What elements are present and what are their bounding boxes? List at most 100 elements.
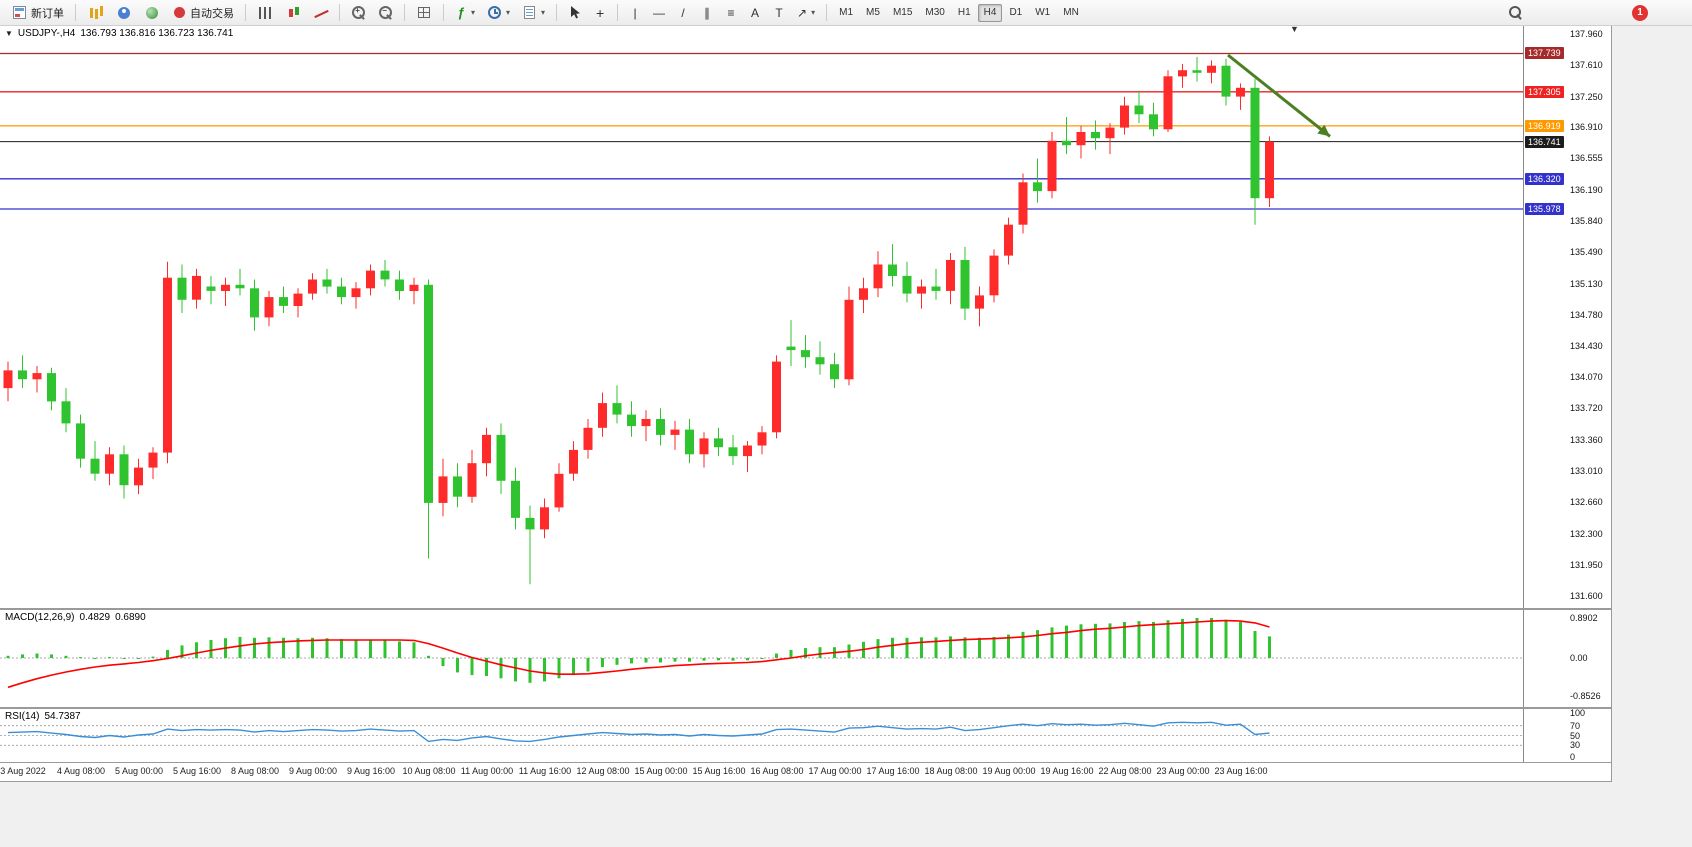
separator [556,4,558,21]
separator [75,4,76,21]
one-click-trading-toggle[interactable]: ▼ [5,29,13,38]
price-axis-label: 137.960 [1570,29,1603,39]
channel-tool-button[interactable]: ∥ [696,3,718,23]
toolbar-right: 1 [1503,3,1686,23]
profiles-button[interactable] [111,3,137,23]
rsi-axis-label: 30 [1570,740,1581,750]
trendline-tool-button[interactable]: / [672,3,694,23]
tf-button-m1[interactable]: M1 [839,7,854,18]
rsi-axis[interactable]: 100 70 50 30 0 [1523,708,1611,762]
vertical-line-icon: | [633,5,637,20]
text-tool-button[interactable]: A [744,3,766,23]
rsi-panel: RSI(14) 54.7387 100 70 50 30 0 [0,708,1611,762]
panel-splitter[interactable] [0,608,1611,610]
chevron-down-icon: ▾ [471,8,476,17]
vertical-line-tool-button[interactable]: | [624,3,646,23]
tf-button-m30[interactable]: M30 [925,7,945,18]
time-axis-label: 3 Aug 2022 [0,766,46,776]
crosshair-tool-button[interactable]: + [589,3,611,23]
macd-panel: MACD(12,26,9) 0.4829 0.6890 0.8902 0.00 -0… [0,610,1611,707]
trend-arrow[interactable] [1227,53,1331,138]
price-tag: 137.305 [1525,86,1564,98]
label-tool-button[interactable]: T [768,3,790,23]
rsi-title: RSI(14) 54.7387 [5,711,81,722]
support-resistance-lines[interactable] [0,52,1524,210]
price-axis-label: 133.720 [1570,403,1603,413]
time-axis-label: 23 Aug 00:00 [1156,766,1210,776]
macd-axis-label: 0.8902 [1570,613,1598,623]
tf-button-m15[interactable]: M15 [892,7,913,18]
rsi-label: RSI(14) [5,711,40,722]
time-axis[interactable]: 3 Aug 2022 4 Aug 08:00 5 Aug 00:00 5 Aug 16… [0,762,1611,781]
zoom-out-button[interactable]: − [373,3,398,23]
chart-header: ▼ USDJPY-,H4 136.793 136.816 136.723 136… [5,28,233,39]
panel-splitter[interactable] [0,707,1611,709]
macd-axis[interactable]: 0.8902 0.00 -0.8526 [1523,610,1611,707]
time-axis-label: 15 Aug 16:00 [692,766,746,776]
fibonacci-tool-button[interactable]: ≡ [720,3,742,23]
price-axis-label: 132.300 [1570,529,1603,539]
price-axis-label: 136.190 [1570,185,1603,195]
time-axis-label: 22 Aug 08:00 [1098,766,1152,776]
indicators-button[interactable]: ƒ ▾ [450,3,480,23]
templates-button[interactable]: ▾ [517,3,550,23]
candlestick-mode-button[interactable] [281,3,307,23]
time-axis-label: 8 Aug 08:00 [230,766,280,776]
new-order-icon [13,6,26,19]
algo-trading-button[interactable]: 自动交易 [167,3,239,23]
price-plot[interactable]: ▼ USDJPY-,H4 136.793 136.816 136.723 136… [0,26,1524,608]
bar-chart-mode-button[interactable] [252,3,279,23]
tile-windows-button[interactable] [411,3,437,23]
timeframe-group: M1 M5 M15 M30 H1 H4 D1 W1 MN [833,3,1085,22]
time-axis-label: 11 Aug 16:00 [518,766,572,776]
time-axis-label: 5 Aug 00:00 [114,766,164,776]
rsi-axis-label: 50 [1570,731,1581,741]
price-axis-label: 133.360 [1570,435,1603,445]
time-axis-label: 12 Aug 08:00 [576,766,630,776]
channel-icon: ∥ [704,5,711,20]
macd-histogram [6,618,1271,683]
cursor-tool-button[interactable] [563,3,587,23]
price-axis-label: 131.600 [1570,591,1603,601]
zoom-out-icon: − [378,5,393,20]
price-axis-label: 136.910 [1570,122,1603,132]
zoom-in-button[interactable]: + [346,3,371,23]
notification-badge[interactable]: 1 [1632,4,1648,21]
periods-button[interactable]: ▾ [482,3,515,23]
price-tag: 136.741 [1525,136,1564,148]
time-axis-label: 18 Aug 08:00 [924,766,978,776]
macd-plot[interactable]: MACD(12,26,9) 0.4829 0.6890 [0,610,1524,707]
time-axis-label: 17 Aug 16:00 [866,766,920,776]
time-axis-label: 17 Aug 00:00 [808,766,862,776]
tf-button-mn[interactable]: MN [1063,7,1079,18]
price-axis[interactable]: 137.960 137.610 137.250 136.910 136.555 136.1… [1523,26,1611,608]
price-axis-label: 134.070 [1570,372,1603,382]
macd-main-value: 0.4829 [79,612,111,623]
line-chart-mode-button[interactable] [309,3,333,23]
price-axis-label: 137.610 [1570,60,1603,70]
tf-button-d1[interactable]: D1 [1009,7,1023,18]
time-axis-label: 19 Aug 16:00 [1040,766,1094,776]
arrows-tool-button[interactable]: ↗ ▾ [792,3,820,23]
time-axis-label: 5 Aug 16:00 [172,766,222,776]
time-axis-label: 16 Aug 08:00 [750,766,804,776]
new-order-button[interactable]: 新订单 [6,3,69,23]
price-axis-label: 137.250 [1570,92,1603,102]
rsi-plot[interactable]: RSI(14) 54.7387 [0,709,1524,762]
new-chart-button[interactable] [82,3,109,23]
tf-button-h1[interactable]: H1 [957,7,971,18]
separator [339,4,340,21]
price-axis-label: 134.430 [1570,341,1603,351]
time-axis-label: 15 Aug 00:00 [634,766,688,776]
macd-label: MACD(12,26,9) [5,612,75,623]
price-tag: 136.320 [1525,173,1564,185]
search-button[interactable] [1503,3,1528,23]
tf-button-h4[interactable]: H4 [977,3,1003,22]
tf-button-m5[interactable]: M5 [866,7,880,18]
horizontal-line-tool-button[interactable]: — [648,3,670,23]
market-watch-button[interactable] [139,3,165,23]
chart-shift-marker[interactable]: ▼ [1290,26,1299,34]
macd-signal-value: 0.6890 [115,612,146,623]
arrows-tool-icon: ↗ [797,5,808,20]
tf-button-w1[interactable]: W1 [1035,7,1051,18]
